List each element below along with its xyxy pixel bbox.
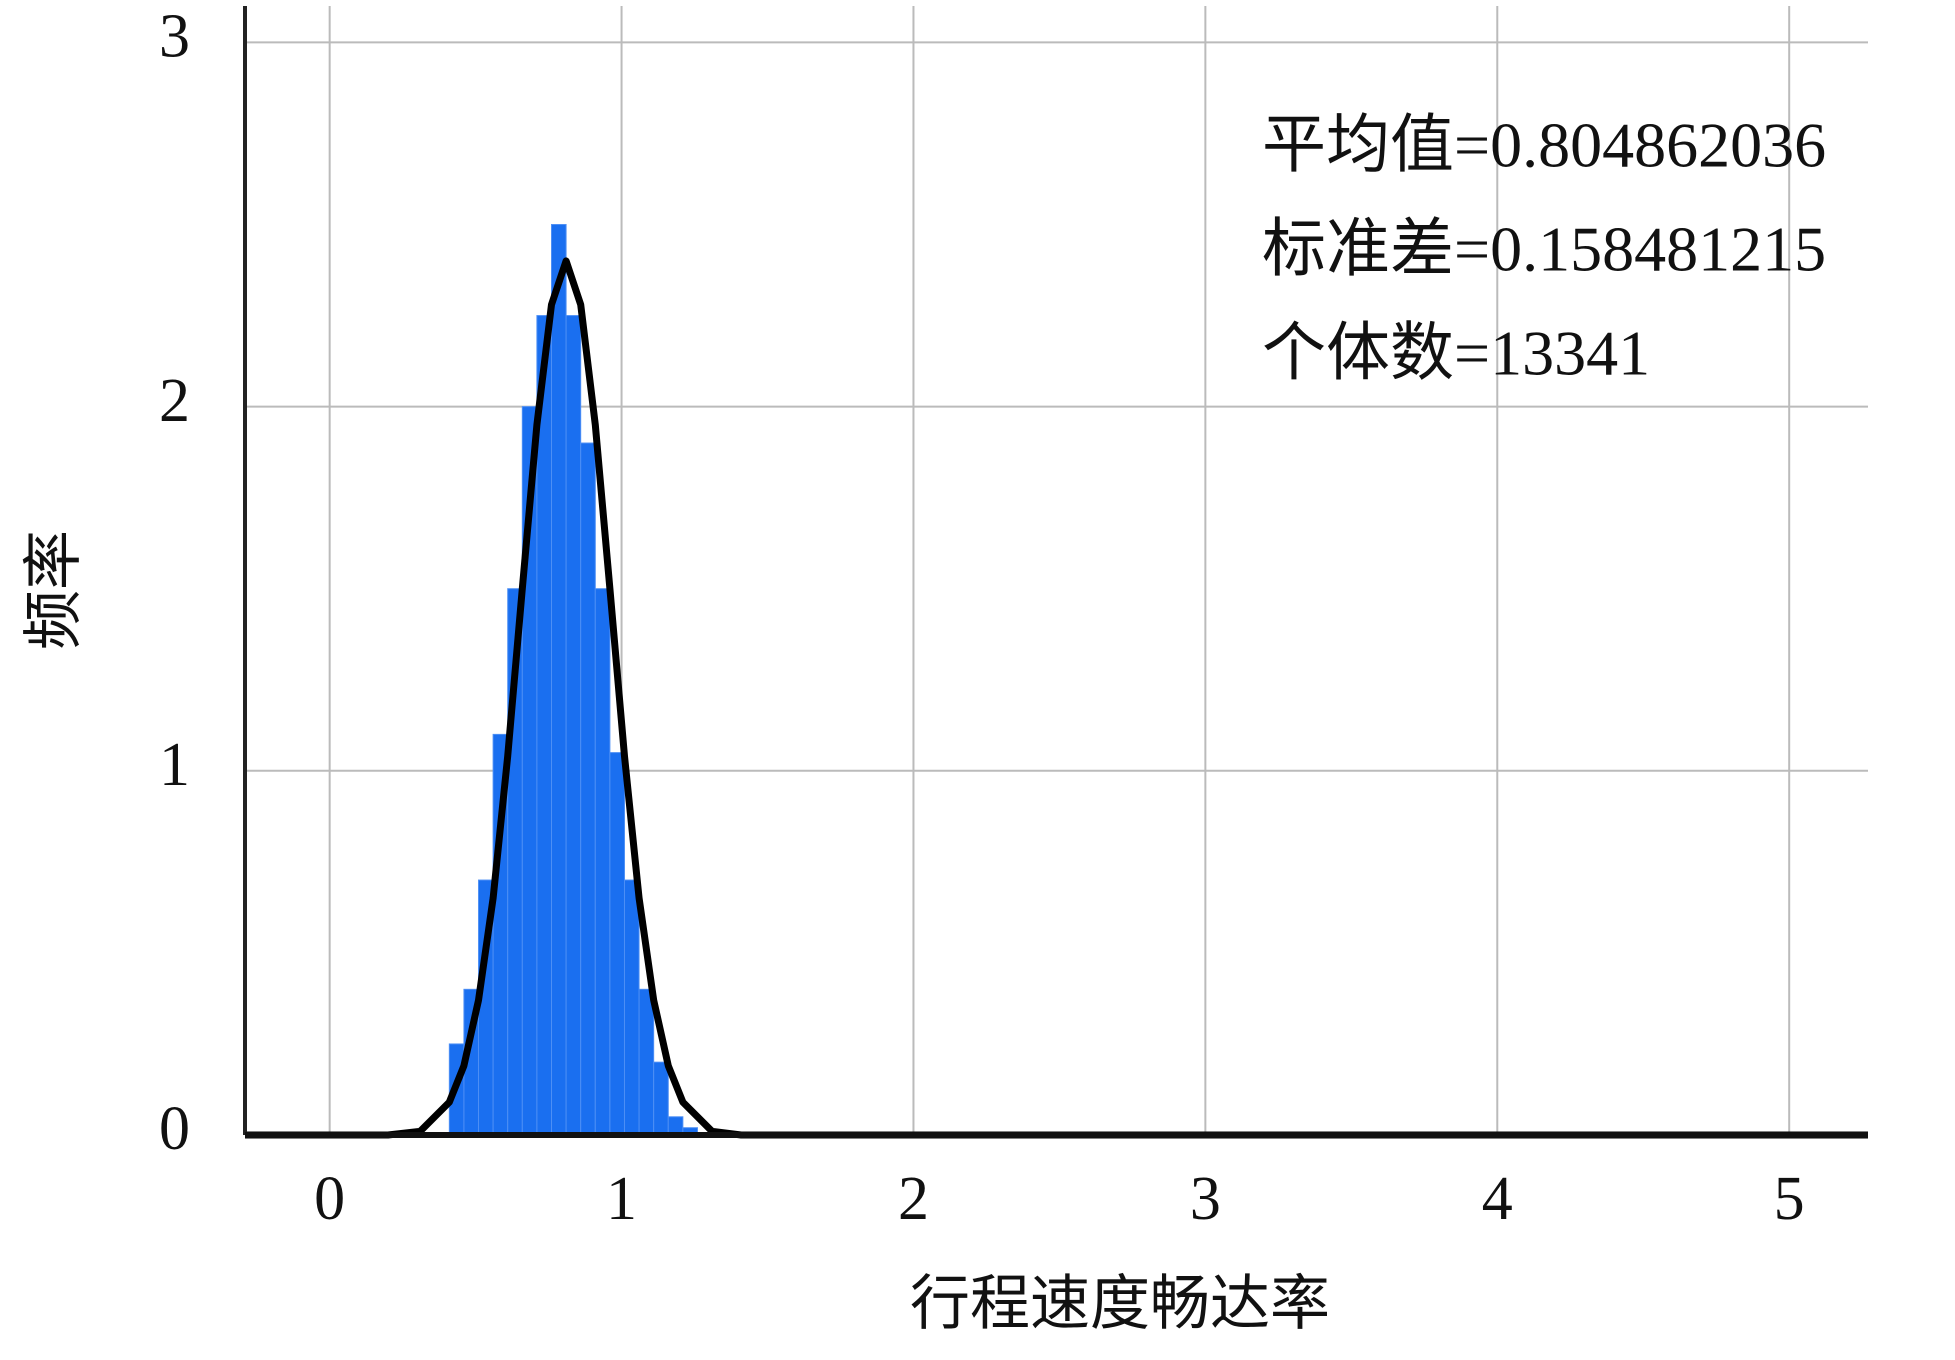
y-axis-label: 频率 (21, 530, 87, 650)
annotation: 个体数=13341 (1262, 318, 1650, 389)
histogram-bar (565, 315, 582, 1136)
x-tick-label: 4 (1482, 1165, 1513, 1233)
histogram-bar (653, 1061, 669, 1136)
annotation: 平均值=0.804862036 (1262, 110, 1826, 181)
fit-curve (245, 257, 1868, 1139)
x-tick-label: 0 (314, 1165, 345, 1233)
x-axis-label: 行程速度畅达率 (910, 1271, 1330, 1337)
y-tick-label: 1 (159, 731, 190, 799)
histogram-bar (609, 752, 625, 1136)
histogram-bar (638, 988, 655, 1136)
y-tick-label: 3 (159, 3, 190, 71)
x-tick-label: 2 (898, 1165, 929, 1233)
histogram-bar (551, 224, 567, 1136)
y-tick-label: 0 (159, 1095, 190, 1163)
histogram-bar (623, 879, 640, 1136)
annotation: 标准差=0.158481215 (1262, 214, 1826, 285)
x-tick-label: 1 (606, 1165, 637, 1233)
x-tick-label: 3 (1190, 1165, 1221, 1233)
histogram-bar (594, 588, 611, 1136)
histogram-bar (580, 442, 596, 1136)
y-tick-label: 2 (159, 367, 190, 435)
x-tick-label: 5 (1774, 1165, 1805, 1233)
